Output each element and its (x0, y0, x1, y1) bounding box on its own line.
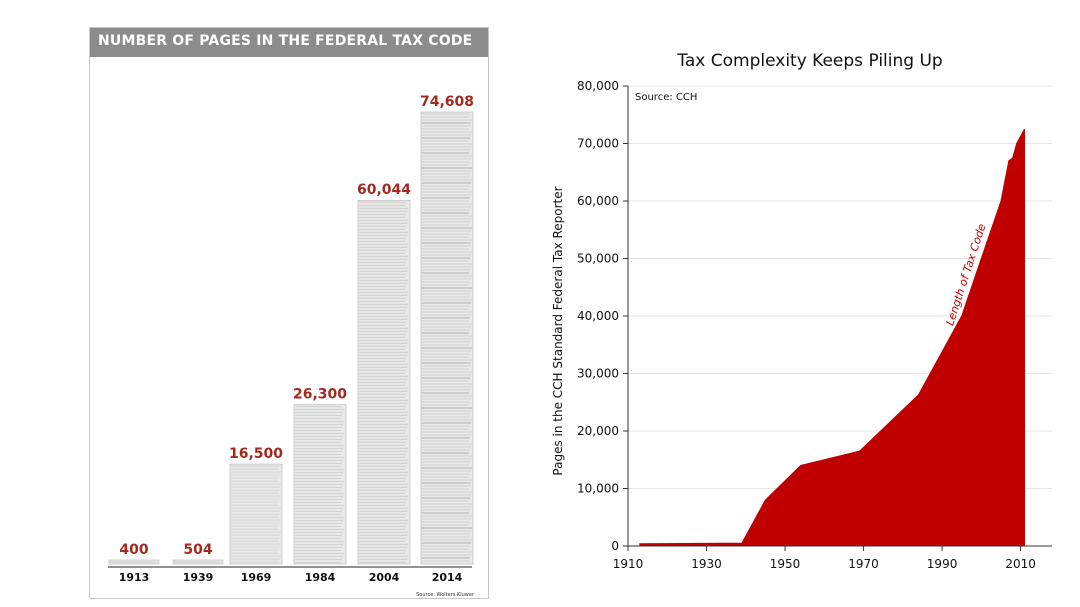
y-tick-label: 70,000 (577, 137, 619, 151)
stack-value-label: 60,044 (357, 182, 411, 198)
area-chart-source-label: Source: CCH (635, 92, 697, 103)
y-tick-label: 20,000 (577, 424, 619, 438)
stacks-chart-panel: NUMBER OF PAGES IN THE FEDERAL TAX CODE … (89, 27, 489, 599)
y-tick-label: 30,000 (577, 367, 619, 381)
x-tick-label: 1970 (848, 557, 879, 571)
y-tick-label: 60,000 (577, 194, 619, 208)
stack-year-label: 1939 (183, 571, 214, 584)
y-tick-label: 50,000 (577, 252, 619, 266)
stack-year-label: 2014 (432, 571, 463, 584)
stack-year-label: 2004 (369, 571, 400, 584)
x-tick-label: 1910 (613, 557, 644, 571)
tax-code-length-area (639, 128, 1025, 547)
area-chart-ylabel: Pages in the CCH Standard Federal Tax Re… (551, 186, 565, 475)
stacks-chart-header: NUMBER OF PAGES IN THE FEDERAL TAX CODE (90, 28, 488, 57)
stacks-chart-title: NUMBER OF PAGES IN THE FEDERAL TAX CODE (98, 33, 473, 49)
paper-stack-2014 (420, 111, 474, 565)
area-chart-title: Tax Complexity Keeps Piling Up (676, 51, 942, 71)
stack-value-label: 74,608 (420, 94, 474, 110)
paper-stack-1984 (293, 404, 347, 565)
x-tick-label: 1950 (770, 557, 801, 571)
paper-stack-2004 (357, 199, 411, 565)
y-tick-label: 10,000 (577, 482, 619, 496)
stacks-chart-svg: 400 1913 504 1939 16,500 1969 26,300 1984 60,044… (108, 94, 475, 598)
stack-value-label: 16,500 (229, 446, 283, 462)
y-tick-label: 80,000 (577, 79, 619, 93)
paper-stack-1913 (108, 559, 160, 565)
y-tick-label: 0 (611, 539, 619, 553)
stack-year-label: 1969 (241, 571, 272, 584)
x-tick-label: 1930 (691, 557, 722, 571)
paper-stack-1969 (229, 463, 283, 565)
stacks-source-label: Source: Wolters Kluwer (416, 592, 475, 598)
area-chart-svg: Tax Complexity Keeps Piling Up 0 10,000 20,… (551, 51, 1052, 571)
stack-value-label: 400 (119, 542, 148, 558)
stack-year-label: 1913 (119, 571, 150, 584)
y-tick-label: 40,000 (577, 309, 619, 323)
paper-stack-1939 (172, 559, 224, 565)
stack-value-label: 26,300 (293, 387, 347, 403)
x-tick-label: 1990 (927, 557, 958, 571)
x-tick-label: 2010 (1005, 557, 1036, 571)
stack-year-label: 1984 (305, 571, 336, 584)
stack-value-label: 504 (183, 542, 212, 558)
